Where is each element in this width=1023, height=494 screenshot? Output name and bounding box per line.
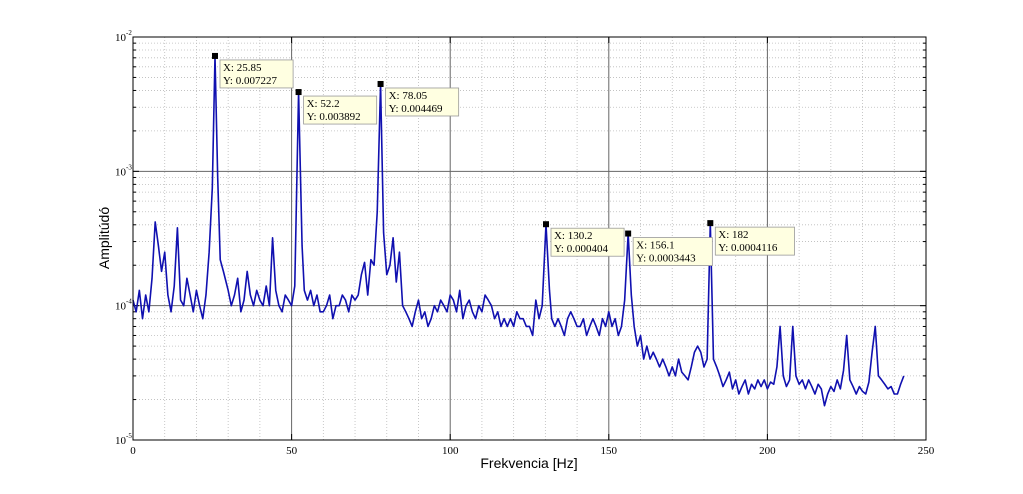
datatip-x-text: X: 156.1	[636, 240, 675, 252]
datatip-box	[550, 227, 625, 257]
datatip-marker	[707, 220, 714, 227]
x-tick-label: 250	[918, 445, 935, 457]
y-tick-exponent: -4	[126, 298, 132, 306]
datatip: X: 130.2Y: 0.000404	[542, 221, 625, 257]
grid	[133, 37, 926, 440]
y-tick-exponent: -5	[126, 432, 132, 440]
y-axis-label: Amplitúdó	[96, 207, 112, 269]
datatip-y-text: Y: 0.004469	[389, 103, 443, 115]
datatip-y-text: Y: 0.007227	[223, 75, 277, 87]
datatip-marker	[211, 52, 218, 59]
datatip-box	[385, 87, 460, 117]
y-tick-base: 10	[115, 166, 127, 178]
datatip-x-text: X: 182	[718, 229, 748, 241]
x-tick-label: 200	[759, 445, 776, 457]
datatip-y-text: Y: 0.000404	[554, 243, 608, 255]
datatip: X: 52.2Y: 0.003892	[295, 89, 378, 125]
datatip-marker	[542, 221, 549, 228]
datatip-box	[303, 95, 378, 125]
spectrum-line	[132, 55, 905, 407]
datatip-box	[219, 59, 294, 89]
datatip-box	[632, 237, 713, 266]
x-tick-label: 100	[442, 445, 459, 457]
datatip-y-text: Y: 0.003892	[307, 111, 361, 123]
x-axis-label: Frekvencia [Hz]	[480, 455, 577, 471]
x-tick-label: 0	[130, 445, 136, 457]
datatip: X: 25.85Y: 0.007227	[211, 52, 294, 89]
plot-frame	[132, 36, 927, 441]
datatip-x-text: X: 25.85	[223, 62, 262, 74]
y-tick-exponent: -2	[126, 29, 132, 37]
datatip: X: 78.05Y: 0.004469	[377, 80, 460, 117]
x-tick-label: 50	[286, 445, 298, 457]
datatip: X: 156.1Y: 0.0003443	[625, 230, 713, 266]
y-tick-base: 10	[115, 301, 127, 313]
datatip-x-text: X: 78.05	[389, 90, 428, 102]
datatip-y-text: Y: 0.0004116	[718, 242, 778, 254]
datatip-box	[714, 226, 795, 256]
y-tick-base: 10	[115, 32, 127, 44]
datatip-x-text: X: 52.2	[307, 98, 340, 110]
datatip-marker	[295, 89, 302, 96]
datatip-marker	[625, 230, 632, 237]
y-tick-exponent: -3	[126, 163, 132, 171]
datatip-marker	[377, 80, 384, 87]
x-tick-label: 150	[601, 445, 618, 457]
y-tick-base: 10	[115, 435, 127, 447]
datatip-y-text: Y: 0.0003443	[636, 253, 696, 265]
plot-area	[133, 37, 926, 440]
datatip-x-text: X: 130.2	[554, 230, 593, 242]
